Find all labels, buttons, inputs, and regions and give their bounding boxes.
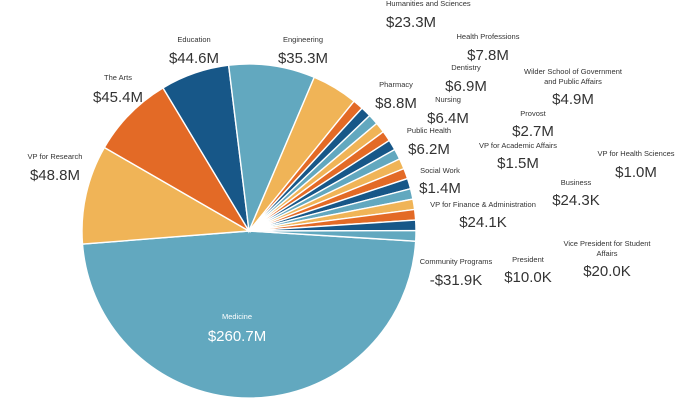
slice-name-label: Dentistry [451, 63, 481, 72]
label-vp-for-health-sciences: VP for Health Sciences $1.0M [598, 149, 675, 181]
label-business: Business $24.3K [552, 178, 600, 209]
slice-value-label: $24.1K [459, 214, 507, 231]
slice-value-label: $45.4M [93, 89, 143, 106]
slice-name-label: Education [177, 35, 210, 44]
slice-name-label: Medicine [222, 312, 252, 321]
slice-value-label: $2.7M [512, 123, 554, 140]
slice-value-label: $48.8M [30, 167, 80, 184]
label-the-arts: The Arts $45.4M [93, 73, 143, 106]
slice-value-label: $23.3M [386, 14, 436, 31]
slice-name-label: The Arts [104, 73, 132, 82]
slice-name-label: Provost [520, 109, 546, 118]
label-humanities-and-sciences: Humanities and Sciences $23.3M [386, 0, 471, 31]
slice-value-label: $1.5M [497, 155, 539, 172]
label-public-health: Public Health $6.2M [407, 126, 451, 158]
label-nursing: Nursing $6.4M [427, 95, 469, 127]
slice-value-label: $4.9M [552, 91, 594, 108]
slice-value-label: $6.9M [445, 78, 487, 95]
slice-name-label: Health Professions [457, 32, 520, 41]
label-provost: Provost $2.7M [512, 109, 554, 140]
slice-value-label: $20.0K [583, 263, 631, 280]
slice-name-label: Social Work [420, 166, 460, 175]
label-engineering: Engineering $35.3M [278, 35, 328, 67]
slice-name-label: President [512, 255, 545, 264]
slice-name-label: Community Programs [420, 257, 493, 266]
slice-name-label: Nursing [435, 95, 461, 104]
label-vp-for-academic-affairs: VP for Academic Affairs $1.5M [479, 141, 557, 172]
slice-name-label: Pharmacy [379, 80, 413, 89]
slice-name-label: Humanities and Sciences [386, 0, 471, 8]
slice-value-label: $8.8M [375, 95, 417, 112]
label-president: President $10.0K [504, 255, 552, 286]
pie-labels: Medicine $260.7M VP for Research $48.8M The … [28, 0, 675, 345]
slice-name-label: Public Health [407, 126, 451, 135]
pie-slice-medicine [81, 230, 417, 399]
slice-value-label: -$31.9K [430, 272, 483, 289]
slice-name-label-line2: Affairs [596, 249, 617, 258]
slice-value-label: $6.4M [427, 110, 469, 127]
pie-slice-community-programs [248, 229, 417, 242]
pie-slice-engineering [227, 63, 316, 234]
label-vp-for-research: VP for Research $48.8M [28, 152, 83, 184]
label-medicine: Medicine $260.7M [208, 312, 266, 345]
slice-value-label: $24.3K [552, 192, 600, 209]
slice-name-label: VP for Academic Affairs [479, 141, 557, 150]
slice-name-label: Wilder School of Government [524, 67, 623, 76]
slice-value-label: $35.3M [278, 50, 328, 67]
label-vp-for-finance-administration: VP for Finance & Administration $24.1K [430, 200, 536, 231]
label-community-programs: Community Programs -$31.9K [420, 257, 493, 289]
label-education: Education $44.6M [169, 35, 219, 67]
slice-value-label: $6.2M [408, 141, 450, 158]
slice-value-label: $260.7M [208, 328, 266, 345]
slice-name-label: VP for Finance & Administration [430, 200, 536, 209]
label-pharmacy: Pharmacy $8.8M [375, 80, 417, 112]
label-social-work: Social Work $1.4M [419, 166, 461, 197]
slice-value-label: $10.0K [504, 269, 552, 286]
slice-value-label: $1.0M [615, 164, 657, 181]
slice-value-label: $7.8M [467, 47, 509, 64]
label-health-professions: Health Professions $7.8M [457, 32, 520, 64]
slice-value-label: $1.4M [419, 180, 461, 197]
slice-name-label: Business [561, 178, 592, 187]
slice-value-label: $44.6M [169, 50, 219, 67]
pie-slice-vp-for-research [81, 146, 252, 245]
slice-name-label: VP for Research [28, 152, 83, 161]
slice-name-label-line2: and Public Affairs [544, 77, 602, 86]
slice-name-label: Engineering [283, 35, 323, 44]
slice-name-label: VP for Health Sciences [598, 149, 675, 158]
slice-name-label: Vice President for Student [564, 239, 652, 248]
label-dentistry: Dentistry $6.9M [445, 63, 487, 95]
pie-slices [81, 63, 417, 399]
